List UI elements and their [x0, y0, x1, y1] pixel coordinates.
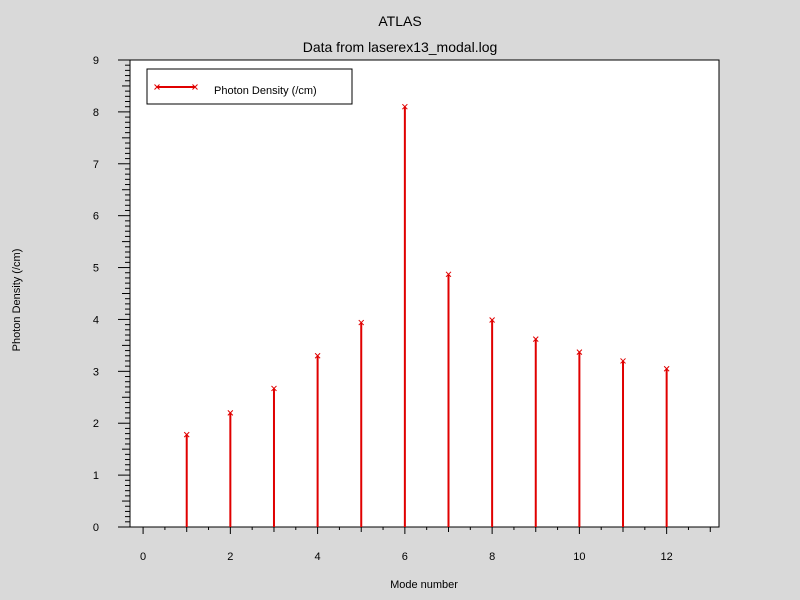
x-tick-label: 10 [573, 551, 585, 563]
y-tick-label: 5 [93, 263, 99, 275]
legend-marker [154, 84, 160, 90]
x-tick-label: 0 [140, 551, 146, 563]
data-point-marker [576, 349, 583, 355]
legend-markers [154, 84, 198, 90]
x-tick-label: 6 [402, 551, 408, 563]
data-point-marker [314, 352, 321, 359]
data-point-marker [532, 336, 539, 343]
legend: Photon Density (/cm) [146, 68, 353, 105]
data-point-marker [489, 317, 495, 323]
data-point-marker [445, 271, 452, 278]
data-point-marker [620, 358, 626, 364]
y-tick-label: 4 [93, 314, 99, 326]
x-tick-label: 8 [489, 551, 495, 563]
chart-subtitle: Data from laserex13_modal.log [303, 39, 498, 55]
x-axis: 0 2 4 6 8 10 12 [140, 527, 711, 563]
y-tick-label: 0 [93, 522, 99, 534]
chart-title: ATLAS [378, 13, 421, 29]
data-point-marker [402, 103, 408, 110]
x-axis-label: Mode number [390, 579, 458, 591]
y-tick-label: 3 [93, 366, 99, 378]
y-tick-label: 7 [93, 159, 99, 171]
y-tick-label: 2 [93, 418, 99, 430]
data-point-marker [271, 385, 277, 392]
y-tick-label: 8 [93, 107, 99, 119]
data-point-marker [183, 431, 190, 438]
x-tick-label: 2 [227, 551, 233, 563]
y-axis-label: Photon Density (/cm) [11, 249, 23, 352]
y-axis: 0 1 2 3 4 5 6 7 8 9 [93, 55, 130, 534]
legend-entry-label: Photon Density (/cm) [214, 85, 317, 97]
data-point-marker [358, 319, 365, 326]
y-tick-label: 6 [93, 211, 99, 223]
y-tick-label: 1 [93, 470, 99, 482]
data-point-marker [663, 365, 670, 372]
legend-marker [192, 84, 198, 90]
data-point-marker [227, 409, 234, 416]
x-tick-label: 12 [661, 551, 673, 563]
x-tick-label: 4 [315, 551, 321, 563]
y-tick-label: 9 [93, 55, 99, 67]
data-series [183, 103, 670, 527]
plot-area [129, 59, 720, 528]
